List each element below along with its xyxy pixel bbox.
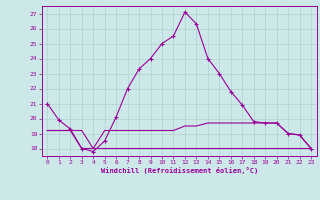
X-axis label: Windchill (Refroidissement éolien,°C): Windchill (Refroidissement éolien,°C) bbox=[100, 167, 258, 174]
